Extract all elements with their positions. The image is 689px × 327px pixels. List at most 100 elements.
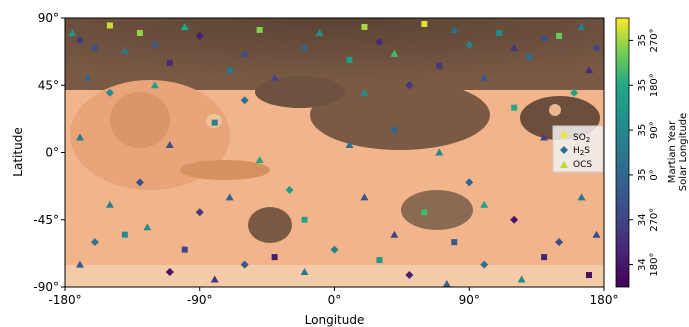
point-h2s bbox=[240, 260, 249, 269]
point-h2s bbox=[195, 31, 204, 40]
point-so2 bbox=[271, 254, 278, 261]
colorbar-tick-label-year: 35 bbox=[637, 124, 648, 137]
point-h2s bbox=[540, 34, 549, 43]
x-tick-label: 180° bbox=[590, 293, 619, 307]
x-tick-label: 90° bbox=[459, 293, 480, 307]
point-ocs bbox=[540, 133, 549, 141]
point-so2 bbox=[556, 32, 563, 39]
point-h2s bbox=[375, 37, 384, 46]
point-so2 bbox=[436, 62, 443, 69]
point-so2 bbox=[106, 22, 113, 29]
point-so2 bbox=[181, 246, 188, 253]
point-h2s bbox=[465, 40, 474, 49]
y-tick-label: 0° bbox=[45, 146, 59, 160]
point-ocs bbox=[150, 81, 159, 89]
point-h2s bbox=[240, 96, 249, 105]
legend-marker-h2s bbox=[560, 146, 568, 154]
colorbar-tick-label-ls: 90° bbox=[649, 121, 660, 139]
point-h2s bbox=[592, 43, 601, 52]
legend-label-so2: SO2 bbox=[573, 133, 590, 144]
point-h2s bbox=[570, 88, 579, 97]
point-ocs bbox=[585, 66, 594, 74]
point-so2 bbox=[211, 119, 218, 126]
point-so2 bbox=[166, 59, 173, 66]
point-so2 bbox=[586, 272, 593, 279]
point-ocs bbox=[510, 43, 519, 51]
colorbar-tick-label-year: 35 bbox=[637, 79, 648, 92]
colorbar-tick-label-ls: 180° bbox=[649, 253, 660, 277]
point-h2s bbox=[465, 178, 474, 187]
point-h2s bbox=[300, 43, 309, 52]
colorbar-tick-label-ls: 0° bbox=[649, 169, 660, 180]
point-ocs bbox=[75, 260, 84, 268]
point-ocs bbox=[480, 73, 489, 81]
point-ocs bbox=[360, 193, 369, 201]
legend: SO2 H2S OCS bbox=[552, 125, 604, 173]
point-ocs bbox=[255, 155, 264, 163]
point-ocs bbox=[270, 73, 279, 81]
point-so2 bbox=[451, 239, 458, 246]
point-ocs bbox=[442, 280, 451, 287]
y-tick-label: 45° bbox=[38, 78, 59, 92]
point-so2 bbox=[496, 29, 503, 36]
point-ocs bbox=[83, 73, 92, 81]
y-tick-label: -45° bbox=[33, 213, 59, 227]
point-so2 bbox=[511, 104, 518, 111]
point-ocs bbox=[120, 46, 129, 54]
point-ocs bbox=[390, 49, 399, 57]
point-ocs bbox=[143, 223, 152, 231]
x-tick-label: 0° bbox=[328, 293, 342, 307]
y-tick-label: -90° bbox=[33, 280, 59, 294]
point-h2s bbox=[165, 268, 174, 277]
point-h2s bbox=[285, 185, 294, 194]
point-h2s bbox=[105, 88, 114, 97]
point-ocs bbox=[225, 193, 234, 201]
point-so2 bbox=[256, 26, 263, 33]
point-h2s bbox=[510, 215, 519, 224]
colorbar-tick-label-ls: 270° bbox=[649, 28, 660, 52]
legend-marker-so2 bbox=[561, 132, 567, 138]
colorbar-tick-label-year: 35 bbox=[637, 34, 648, 47]
point-ocs bbox=[360, 88, 369, 96]
point-so2 bbox=[301, 216, 308, 223]
x-tick-label: -90° bbox=[187, 293, 213, 307]
point-so2 bbox=[226, 67, 233, 74]
point-h2s bbox=[195, 208, 204, 217]
point-ocs bbox=[480, 200, 489, 208]
colorbar-tick-label-year: 34 bbox=[637, 258, 648, 271]
point-ocs bbox=[390, 230, 399, 238]
colorbar-gradient bbox=[615, 17, 630, 288]
point-so2 bbox=[391, 127, 398, 134]
point-so2 bbox=[346, 56, 353, 63]
point-so2 bbox=[376, 257, 383, 264]
point-h2s bbox=[75, 36, 84, 45]
colorbar-title-line-1: Martian Year bbox=[667, 120, 678, 183]
point-h2s bbox=[480, 260, 489, 269]
point-ocs bbox=[75, 133, 84, 141]
point-ocs bbox=[315, 28, 324, 36]
colorbar-tick-label-ls: 270° bbox=[649, 208, 660, 232]
point-h2s bbox=[405, 271, 414, 280]
point-so2 bbox=[91, 44, 98, 51]
point-ocs bbox=[577, 193, 586, 201]
point-h2s bbox=[150, 40, 159, 49]
point-so2 bbox=[421, 209, 428, 216]
point-ocs bbox=[435, 148, 444, 156]
y-tick-label: 90° bbox=[38, 11, 59, 25]
point-so2 bbox=[361, 23, 368, 30]
point-ocs bbox=[165, 141, 174, 149]
point-h2s bbox=[555, 238, 564, 247]
point-ocs bbox=[300, 268, 309, 276]
point-so2 bbox=[526, 53, 533, 60]
point-so2 bbox=[136, 29, 143, 36]
x-tick-label: -180° bbox=[48, 293, 81, 307]
colorbar-tick-label-year: 34 bbox=[637, 213, 648, 226]
point-ocs bbox=[517, 275, 526, 283]
colorbar-tick-label-ls: 180° bbox=[649, 73, 660, 97]
point-ocs bbox=[450, 25, 459, 33]
point-so2 bbox=[121, 231, 128, 238]
legend-marker-ocs bbox=[560, 161, 568, 168]
point-h2s bbox=[330, 245, 339, 254]
point-h2s bbox=[405, 81, 414, 90]
